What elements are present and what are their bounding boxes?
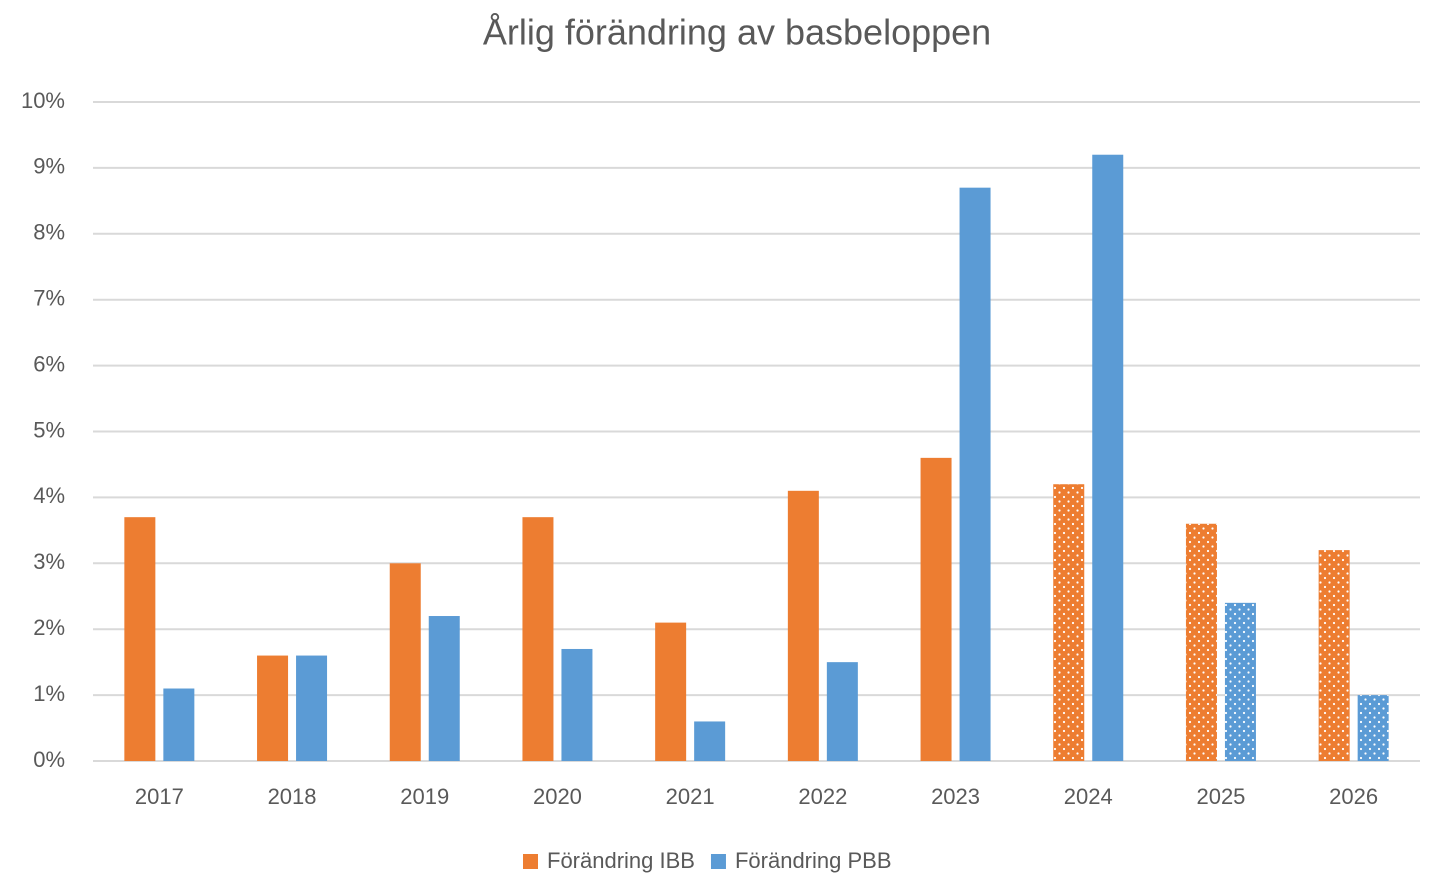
y-tick-label: 0% xyxy=(33,747,65,772)
x-tick-label: 2026 xyxy=(1329,784,1378,809)
y-tick-label: 3% xyxy=(33,549,65,574)
bar xyxy=(163,688,195,761)
y-tick-label: 8% xyxy=(33,220,65,245)
x-tick-label: 2019 xyxy=(400,784,449,809)
y-tick-label: 5% xyxy=(33,417,65,442)
x-tick-label: 2017 xyxy=(135,784,184,809)
bar-pattern xyxy=(1185,523,1217,761)
y-tick-label: 6% xyxy=(33,351,65,376)
bar xyxy=(787,490,819,761)
bar xyxy=(296,655,328,761)
x-tick-label: 2024 xyxy=(1064,784,1113,809)
bar-pattern xyxy=(1318,550,1350,761)
bar xyxy=(561,648,593,761)
x-tick-label: 2022 xyxy=(798,784,847,809)
bar xyxy=(959,187,991,762)
legend-label: Förändring IBB xyxy=(547,848,695,873)
bar xyxy=(920,457,952,761)
bar xyxy=(124,517,156,761)
bar xyxy=(428,616,460,761)
x-tick-label: 2020 xyxy=(533,784,582,809)
bar xyxy=(257,655,289,761)
bar xyxy=(1092,154,1124,762)
y-tick-label: 2% xyxy=(33,615,65,640)
legend-label: Förändring PBB xyxy=(735,848,892,873)
x-tick-label: 2021 xyxy=(666,784,715,809)
bar-pattern xyxy=(1357,695,1389,761)
bar xyxy=(694,721,726,761)
legend-swatch xyxy=(710,854,726,869)
bar-pattern xyxy=(1053,484,1085,761)
y-tick-label: 9% xyxy=(33,154,65,179)
bar-pattern xyxy=(1224,602,1256,761)
x-tick-label: 2025 xyxy=(1196,784,1245,809)
bar xyxy=(389,563,421,761)
y-tick-label: 7% xyxy=(33,286,65,311)
y-tick-label: 1% xyxy=(33,681,65,706)
x-tick-label: 2018 xyxy=(268,784,317,809)
bar xyxy=(826,662,858,761)
bar xyxy=(655,622,687,761)
bar xyxy=(522,517,554,761)
y-tick-label: 10% xyxy=(21,88,65,113)
legend-swatch xyxy=(523,854,538,869)
x-tick-label: 2023 xyxy=(931,784,980,809)
chart-title: Årlig förändring av basbeloppen xyxy=(483,12,991,53)
y-tick-label: 4% xyxy=(33,483,65,508)
